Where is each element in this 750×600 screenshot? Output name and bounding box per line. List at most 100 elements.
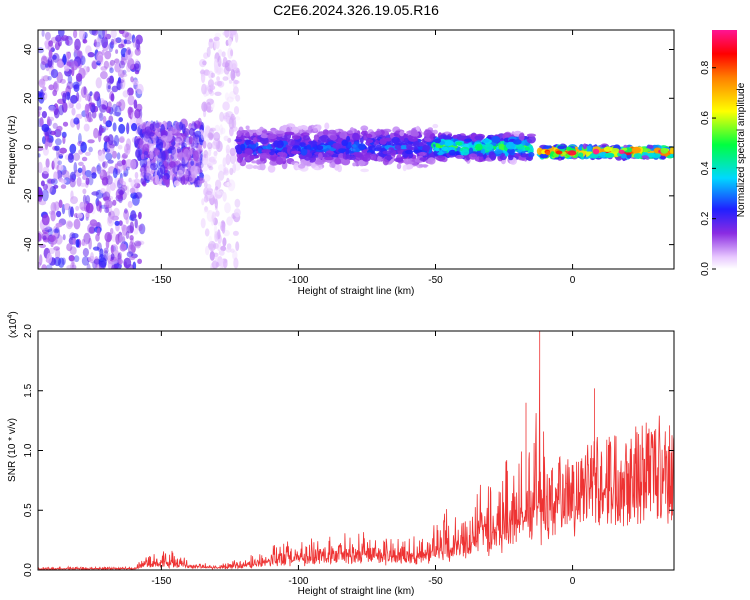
- spectrogram-cell: [48, 49, 53, 58]
- spectrogram-cell: [136, 83, 144, 95]
- spectrogram-cell: [141, 153, 147, 160]
- spectrogram-cell: [210, 72, 215, 78]
- spectrogram-cell: [225, 153, 231, 166]
- spectrogram-cell: [102, 161, 108, 169]
- spectrogram-cell: [131, 34, 136, 44]
- spectrogram-cell: [206, 190, 213, 196]
- spectrogram-cell: [96, 200, 102, 212]
- spectrogram-cell: [90, 252, 94, 262]
- spectrogram-cell: [536, 147, 543, 156]
- spectrogram-cell: [71, 256, 75, 268]
- spectrogram-cell: [105, 120, 112, 128]
- spectrogram-cell: [97, 150, 106, 162]
- spectrogram-cell: [262, 145, 270, 150]
- spectrogram-cell: [427, 157, 436, 165]
- spectrogram-cell: [339, 132, 348, 140]
- spectrogram-cell: [610, 148, 620, 153]
- spectrogram-cell: [61, 257, 66, 265]
- spectrogram-cell: [76, 176, 82, 187]
- spectrogram-cell: [56, 169, 63, 180]
- spectrogram-cell: [53, 184, 59, 189]
- spectrogram-cell: [83, 232, 91, 245]
- spectrogram-cell: [60, 179, 67, 184]
- colorbar-tick-label: 0.6: [700, 111, 711, 125]
- snr-x-label: Height of straight line (km): [298, 586, 415, 597]
- spectrogram-cell: [56, 71, 63, 84]
- spectrogram-cell: [134, 192, 142, 199]
- spectrogram-cell: [222, 157, 227, 168]
- spectrogram-cell: [58, 154, 64, 159]
- spectrogram-cell: [53, 171, 59, 181]
- spectrogram-cell: [75, 73, 83, 82]
- spectrogram-cell: [203, 52, 209, 59]
- spectrogram-cell: [225, 144, 231, 154]
- spectrogram-cell: [150, 162, 158, 171]
- spectrogram-cell: [58, 104, 64, 116]
- spectrogram-cell: [230, 49, 234, 57]
- spectrogram-cell: [46, 56, 54, 69]
- spectrogram-cell: [113, 111, 121, 117]
- spectrogram-cell: [244, 148, 253, 156]
- spectrogram-cell: [214, 253, 219, 263]
- spectrogram-cell: [102, 30, 108, 38]
- spectrogram-y-label: Frequency (Hz): [7, 116, 18, 185]
- spectrogram-cell: [38, 78, 46, 88]
- spectrogram-cell: [50, 178, 58, 185]
- spectrogram-cell: [149, 151, 154, 160]
- spectrogram-cell: [73, 30, 78, 39]
- spectrogram-cell: [46, 252, 52, 264]
- snr-y-tick-label: 1.0: [23, 443, 34, 457]
- spectrogram-cell: [592, 148, 600, 155]
- spectrogram-cell: [377, 155, 382, 162]
- spectrogram-cell: [352, 144, 357, 148]
- spectrogram-cell: [70, 190, 74, 200]
- spectrogram-cell: [641, 155, 650, 159]
- spectrogram-cell: [214, 231, 219, 242]
- spectrogram-cell: [375, 144, 382, 151]
- spectrogram-cell: [228, 117, 235, 130]
- spectrogram-cell: [228, 79, 233, 84]
- spectrogram-cell: [47, 137, 53, 148]
- spectrogram-cell: [251, 160, 258, 164]
- spectrogram-cell: [631, 146, 641, 154]
- spectrogram-cell: [93, 39, 97, 47]
- spectrogram-cell: [41, 123, 50, 133]
- spectrogram-cell: [77, 167, 83, 173]
- spectrogram-cell: [199, 70, 206, 75]
- spectrogram-cell: [349, 155, 357, 160]
- spectrogram-cell: [174, 121, 179, 129]
- spectrogram-cell: [352, 162, 357, 167]
- spectrogram-cell: [66, 39, 70, 45]
- spectrogram-cell: [208, 70, 212, 78]
- spectrogram-cell: [115, 188, 124, 200]
- spectrogram-cell: [122, 90, 129, 98]
- spectrogram-cell: [346, 135, 351, 142]
- spectrogram-cell: [217, 55, 222, 68]
- spectrogram-cell: [38, 190, 44, 199]
- spectrogram-cell: [399, 130, 405, 137]
- spectrogram-cell: [169, 154, 173, 163]
- spectrogram-cell: [384, 156, 393, 160]
- spectrogram-cell: [526, 133, 537, 137]
- spectrogram-cell: [52, 89, 58, 97]
- spectrogram-cell: [412, 140, 420, 147]
- spectrogram-cell: [405, 161, 414, 165]
- spectrogram-cell: [69, 262, 76, 269]
- spectrogram-cell: [118, 258, 123, 265]
- spectrogram-cell: [62, 135, 66, 145]
- spectrogram-cell: [347, 141, 352, 149]
- spectrogram-cell: [105, 175, 113, 185]
- spectrogram-cell: [121, 56, 127, 66]
- spectrogram-cell: [119, 136, 125, 143]
- spectrogram-cell: [69, 178, 76, 188]
- spectrogram-cell: [206, 190, 214, 199]
- spectrogram-cell: [52, 54, 57, 60]
- spectrogram-cell: [101, 104, 106, 110]
- spectrogram-cell: [82, 39, 88, 44]
- spectrogram-cell: [236, 130, 242, 138]
- spectrogram-cell: [93, 258, 101, 265]
- spectrogram-cell: [176, 146, 182, 154]
- spectrogram-cell: [109, 182, 116, 191]
- spectrogram-cell: [225, 111, 234, 118]
- spectrogram-cell: [94, 256, 99, 268]
